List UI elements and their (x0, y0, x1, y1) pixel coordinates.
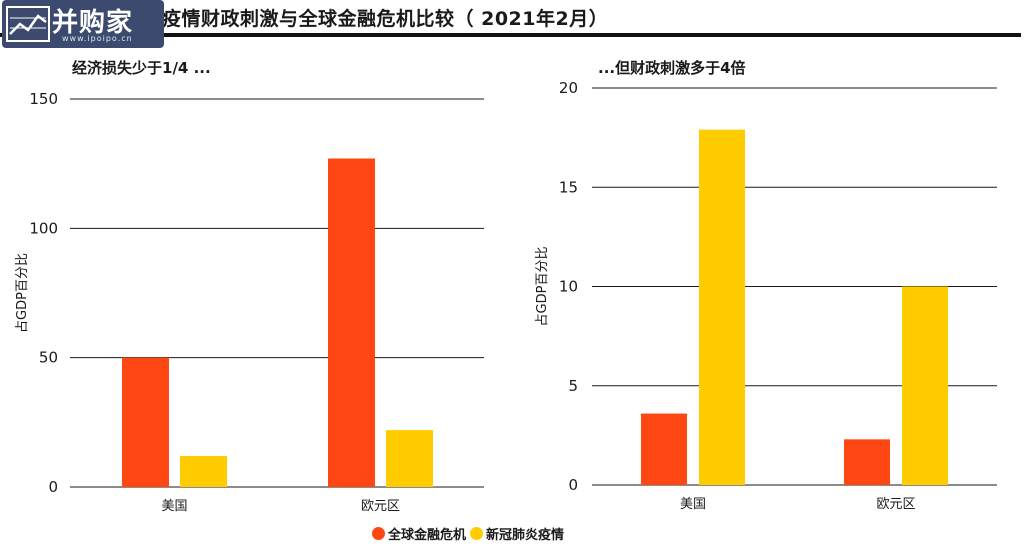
right-category-label: 欧元区 (876, 497, 915, 512)
legend-swatch-covid (470, 527, 484, 540)
legend-label-gfc: 全球金融危机 (388, 528, 467, 543)
left-category-label: 美国 (161, 499, 187, 514)
right-y-tick-label: 5 (568, 377, 578, 395)
right-bar-gfc-1 (844, 439, 890, 485)
left-bar-gfc-0 (122, 357, 169, 487)
legend-swatch-gfc (372, 527, 385, 540)
watermark-name: 并购家 (52, 8, 134, 38)
chart-logo-icon (6, 6, 50, 42)
left-y-tick-label: 100 (29, 219, 58, 237)
watermark-logo: 并购家 www.ipoipo.cn (2, 0, 164, 48)
left-bar-gfc-1 (328, 158, 375, 487)
right-y-tick-label: 0 (568, 476, 578, 494)
left-y-tick-label: 0 (48, 478, 58, 496)
left-y-tick-label: 50 (39, 349, 58, 367)
legend-item-gfc: 全球金融危机 (372, 524, 466, 543)
legend-label-covid: 新冠肺炎疫情 (486, 528, 565, 543)
right-category-label: 美国 (680, 497, 706, 512)
right-bar-covid-1 (902, 286, 948, 485)
title-rule (0, 33, 1021, 37)
legend-item-covid: 新冠肺炎疫情 (470, 524, 564, 543)
left-bar-covid-0 (180, 455, 227, 487)
left-y-tick-label: 150 (29, 90, 58, 108)
right-bar-gfc-0 (641, 413, 687, 485)
right-y-axis-label: 占GDP百分比 (535, 247, 550, 327)
right-y-tick-label: 15 (559, 178, 578, 196)
left-y-axis-label: 占GDP百分比 (15, 253, 30, 333)
right-bar-covid-0 (699, 129, 745, 485)
left-category-label: 欧元区 (361, 499, 400, 514)
left-bar-covid-1 (386, 430, 433, 487)
right-chart-subtitle: ...但财政刺激多于4倍 (598, 59, 746, 77)
right-y-tick-label: 10 (559, 278, 578, 296)
right-y-tick-label: 20 (559, 79, 578, 97)
left-chart-subtitle: 经济损失少于1/4 ... (72, 59, 211, 77)
legend: 全球金融危机 新冠肺炎疫情 (372, 524, 568, 543)
watermark-url: www.ipoipo.cn (62, 34, 133, 43)
